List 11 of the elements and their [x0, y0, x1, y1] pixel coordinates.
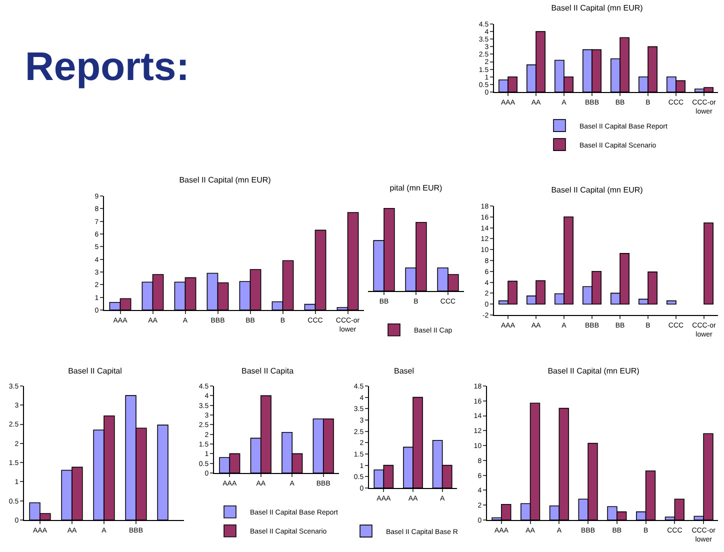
chart-title: Basel II Capital [68, 366, 122, 376]
chart-title: pital (mn EUR) [390, 184, 443, 193]
chart-title: Basel II Capital (mn EUR) [179, 176, 272, 185]
text: Reports: [25, 45, 190, 91]
bar [666, 300, 676, 304]
chart-title: Basel II Capita [241, 366, 294, 376]
chart-title: Basel II Capital (mn EUR) [551, 186, 644, 195]
bar [704, 222, 714, 304]
chart-title: Basel II Capital (mn EUR) [551, 4, 644, 13]
chart-title: Basel II Capital (mn EUR) [548, 366, 640, 376]
chart-title: Basel [394, 366, 414, 376]
